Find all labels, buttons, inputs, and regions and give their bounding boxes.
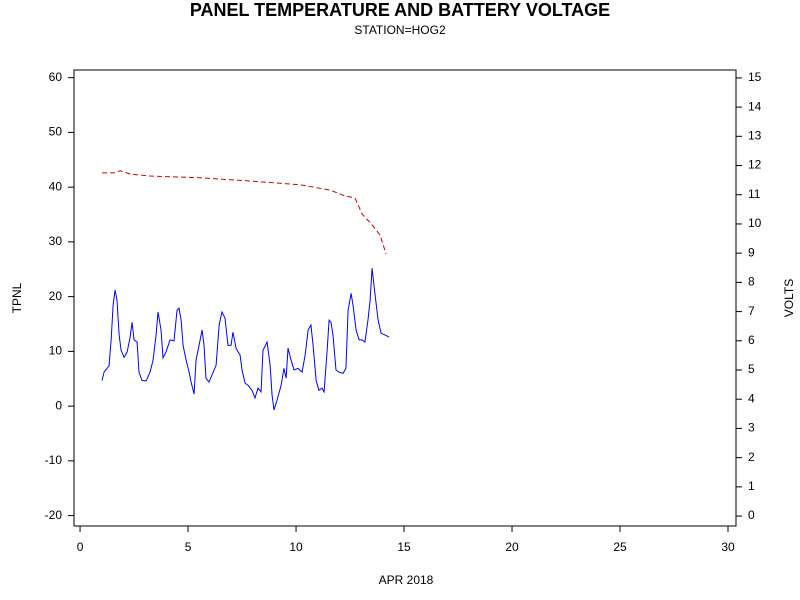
- y-tick-label: 0: [55, 398, 62, 412]
- x-tick-label: 10: [289, 540, 303, 554]
- y2-tick-label: 12: [748, 158, 762, 172]
- y-axis-label: TPNL: [10, 282, 24, 313]
- y-tick-label: -10: [45, 453, 63, 467]
- y2-tick-label: 4: [748, 391, 755, 405]
- data-line: [102, 170, 387, 255]
- x-tick-label: 15: [397, 540, 411, 554]
- x-tick-label: 30: [721, 540, 735, 554]
- y-tick-label: 10: [49, 344, 63, 358]
- chart-subtitle: STATION=HOG2: [354, 23, 446, 37]
- y2-tick-label: 9: [748, 245, 755, 259]
- plot-frame: [73, 69, 737, 527]
- y2-tick-label: 0: [748, 508, 755, 522]
- y2-tick-label: 8: [748, 275, 755, 289]
- y-tick-label: 60: [49, 70, 63, 84]
- y2-tick-label: 10: [748, 216, 762, 230]
- x-tick-label: 5: [185, 540, 192, 554]
- y-tick-label: -20: [45, 508, 63, 522]
- x-tick-label: 0: [77, 540, 84, 554]
- y-tick-label: 30: [49, 234, 63, 248]
- y2-tick-label: 3: [748, 421, 755, 435]
- y2-tick-label: 11: [748, 187, 761, 201]
- y2-tick-label: 2: [748, 450, 755, 464]
- y-tick-label: 20: [49, 289, 63, 303]
- x-tick-label: 25: [613, 540, 627, 554]
- y2-tick-label: 7: [748, 304, 755, 318]
- y-tick-label: 40: [49, 179, 63, 193]
- y2-tick-label: 6: [748, 333, 755, 347]
- y2-tick-label: 14: [748, 99, 762, 113]
- y2-axis-label: VOLTS: [782, 279, 796, 317]
- y2-tick-label: 15: [748, 70, 762, 84]
- chart-title: PANEL TEMPERATURE AND BATTERY VOLTAGE: [190, 0, 610, 20]
- y2-tick-label: 13: [748, 128, 762, 142]
- x-axis-label: APR 2018: [379, 573, 434, 587]
- y2-tick-label: 5: [748, 362, 755, 376]
- x-tick-label: 20: [505, 540, 519, 554]
- data-line: [101, 268, 390, 411]
- y2-tick-label: 1: [748, 479, 755, 493]
- y-tick-label: 50: [49, 125, 63, 139]
